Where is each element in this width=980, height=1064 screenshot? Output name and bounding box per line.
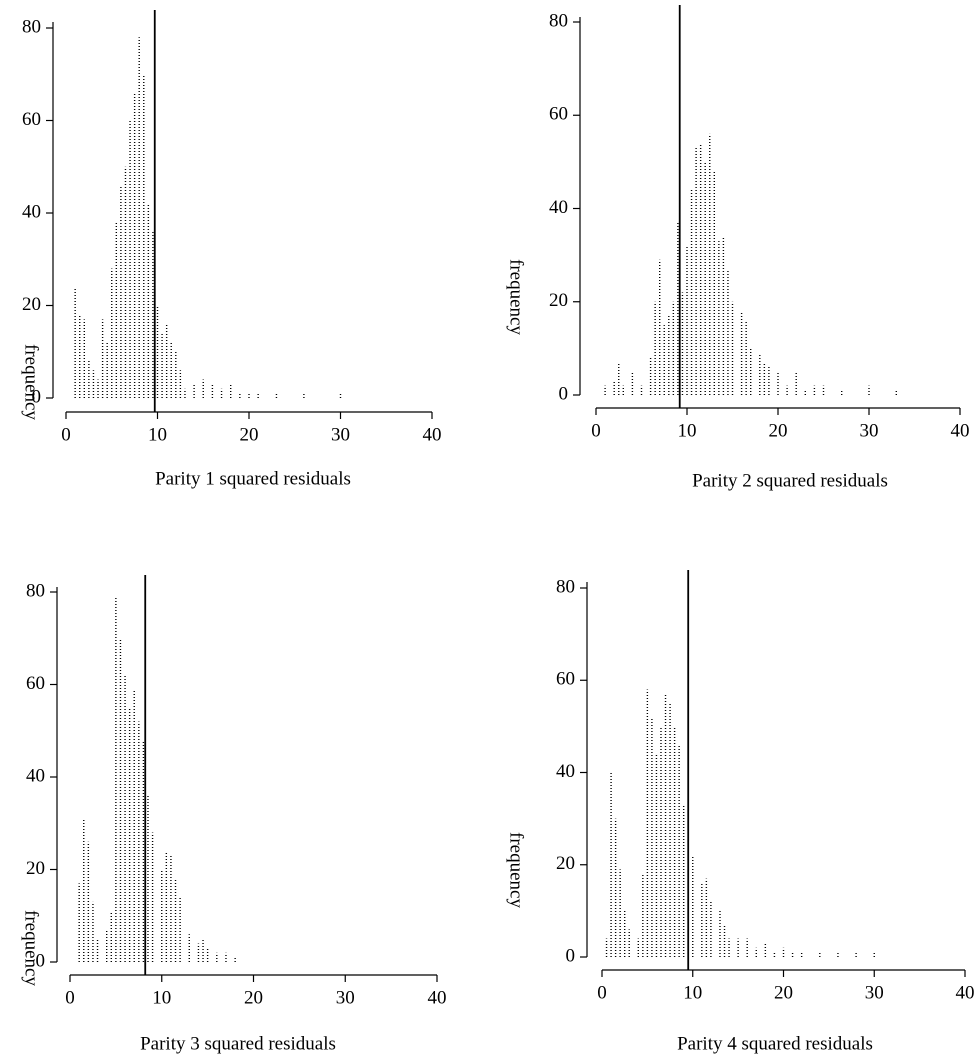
x-tick-label: 20 <box>769 420 788 441</box>
y-tick-label: 80 <box>22 16 41 37</box>
y-tick-label: 60 <box>26 673 45 694</box>
x-tick-label: 30 <box>860 420 879 441</box>
y-tick-label: 20 <box>26 858 45 879</box>
y-axis-label: frequency <box>21 910 42 986</box>
y-tick-label: 0 <box>559 383 569 404</box>
y-tick-label: 40 <box>26 765 45 786</box>
x-tick-label: 40 <box>423 424 442 445</box>
x-tick-label: 20 <box>774 982 793 1003</box>
x-tick-label: 30 <box>865 982 884 1003</box>
x-axis-label: Parity 3 squared residuals <box>140 1033 336 1054</box>
x-tick-label: 40 <box>428 987 447 1008</box>
y-tick-label: 40 <box>22 201 41 222</box>
y-tick-label: 60 <box>556 669 575 690</box>
x-tick-label: 20 <box>244 987 263 1008</box>
y-tick-label: 40 <box>549 197 568 218</box>
y-tick-label: 60 <box>22 109 41 130</box>
x-tick-label: 40 <box>956 982 975 1003</box>
y-tick-label: 80 <box>556 576 575 597</box>
x-tick-label: 30 <box>331 424 350 445</box>
y-tick-label: 40 <box>556 761 575 782</box>
y-axis-label: frequency <box>506 832 527 908</box>
x-tick-label: 0 <box>591 420 601 441</box>
y-tick-label: 0 <box>36 950 46 971</box>
x-axis-label: Parity 2 squared residuals <box>692 470 888 491</box>
x-tick-label: 0 <box>597 982 607 1003</box>
x-tick-label: 40 <box>951 420 970 441</box>
y-axis-label: frequency <box>506 259 527 335</box>
x-tick-label: 10 <box>683 982 702 1003</box>
y-tick-label: 0 <box>566 945 576 966</box>
y-tick-label: 60 <box>549 104 568 125</box>
y-tick-label: 20 <box>549 290 568 311</box>
x-tick-label: 0 <box>65 987 75 1008</box>
x-tick-label: 0 <box>61 424 71 445</box>
x-tick-label: 30 <box>336 987 355 1008</box>
y-tick-label: 20 <box>22 294 41 315</box>
x-axis-label: Parity 1 squared residuals <box>155 468 351 489</box>
x-tick-label: 10 <box>152 987 171 1008</box>
y-axis-label: frequency <box>21 344 42 420</box>
y-tick-label: 20 <box>556 853 575 874</box>
x-axis-label: Parity 4 squared residuals <box>677 1033 873 1054</box>
y-tick-label: 0 <box>32 386 42 407</box>
x-tick-label: 10 <box>148 424 167 445</box>
y-tick-label: 80 <box>549 10 568 31</box>
x-tick-label: 20 <box>240 424 259 445</box>
x-tick-label: 10 <box>678 420 697 441</box>
y-tick-label: 80 <box>26 580 45 601</box>
